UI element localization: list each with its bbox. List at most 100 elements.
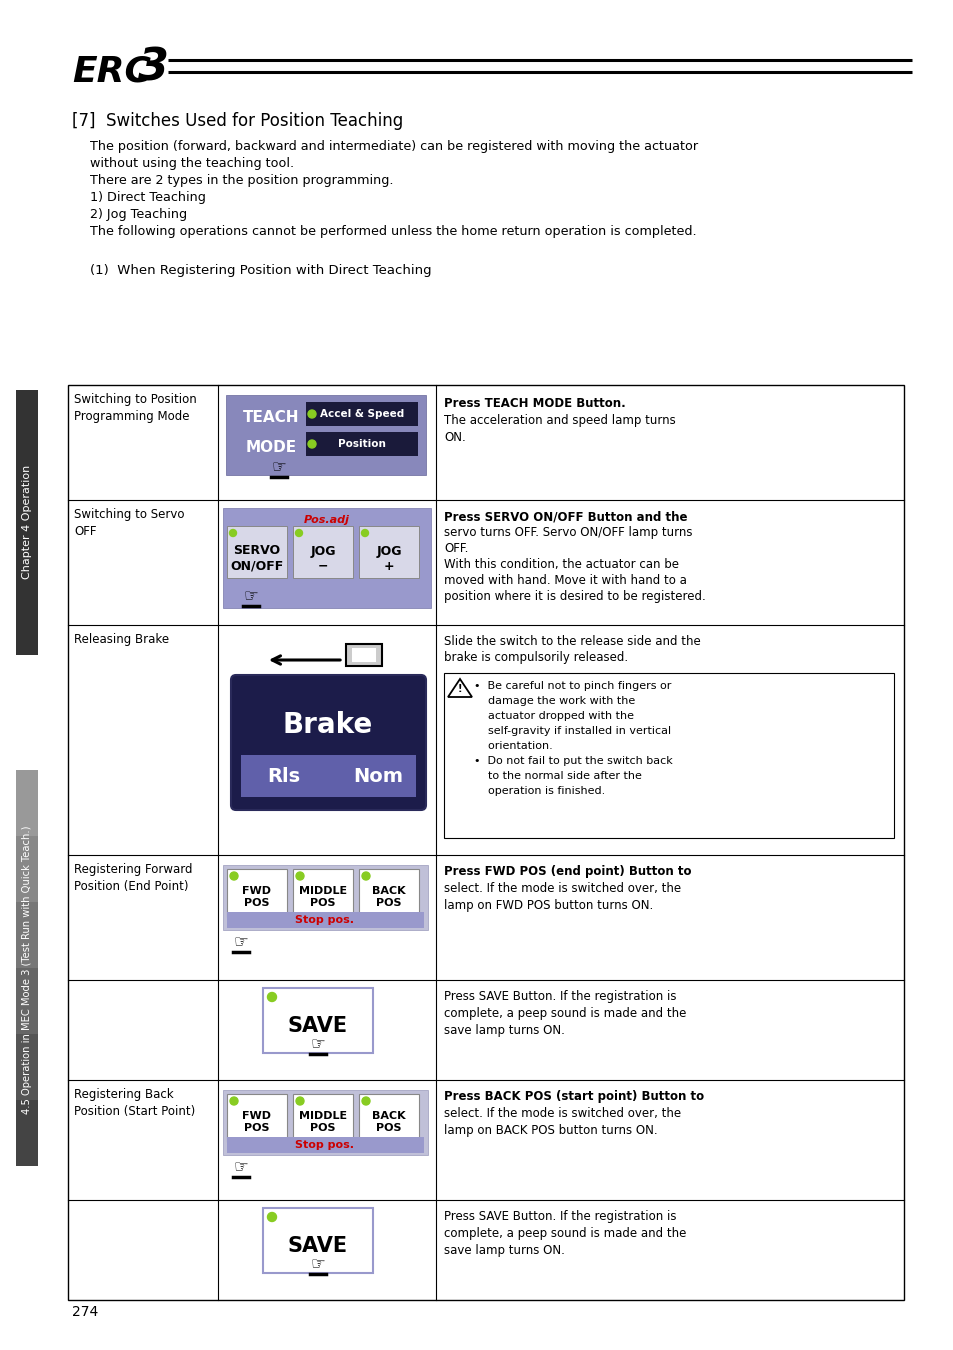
- Bar: [16, 1100, 38, 1166]
- Text: ON/OFF: ON/OFF: [230, 559, 283, 572]
- Bar: [16, 1034, 38, 1100]
- Text: Press TEACH MODE Button.: Press TEACH MODE Button.: [443, 397, 625, 410]
- Text: Brake: Brake: [283, 711, 373, 738]
- Text: MODE: MODE: [245, 440, 296, 455]
- Text: The acceleration and speed lamp turns: The acceleration and speed lamp turns: [443, 414, 675, 427]
- Bar: [227, 1094, 287, 1142]
- Bar: [263, 988, 373, 1053]
- Text: JOG: JOG: [375, 544, 401, 558]
- Circle shape: [230, 1098, 237, 1106]
- Text: 2) Jog Teaching: 2) Jog Teaching: [90, 208, 187, 221]
- Circle shape: [267, 992, 276, 1002]
- Bar: [68, 385, 903, 1300]
- Text: actuator dropped with the: actuator dropped with the: [474, 711, 634, 721]
- Text: SERVO: SERVO: [233, 544, 280, 558]
- Text: Stop pos.: Stop pos.: [295, 915, 355, 925]
- Circle shape: [295, 872, 304, 880]
- Text: Press SAVE Button. If the registration is: Press SAVE Button. If the registration i…: [443, 1210, 676, 1223]
- Text: •  Do not fail to put the switch back: • Do not fail to put the switch back: [474, 756, 672, 765]
- Text: The position (forward, backward and intermediate) can be registered with moving : The position (forward, backward and inte…: [90, 140, 698, 153]
- Text: BACK
POS: BACK POS: [372, 1111, 405, 1133]
- Text: Stop pos.: Stop pos.: [295, 1139, 355, 1150]
- Text: MIDDLE
POS: MIDDLE POS: [298, 886, 347, 909]
- Text: 3: 3: [138, 46, 169, 89]
- Circle shape: [361, 1098, 370, 1106]
- Circle shape: [230, 872, 237, 880]
- Bar: [16, 390, 38, 655]
- Text: without using the teaching tool.: without using the teaching tool.: [90, 157, 294, 170]
- Text: MIDDLE
POS: MIDDLE POS: [298, 1111, 347, 1133]
- Text: save lamp turns ON.: save lamp turns ON.: [443, 1025, 564, 1037]
- Bar: [358, 526, 418, 578]
- Text: SAVE: SAVE: [288, 1017, 348, 1035]
- Text: ☞: ☞: [233, 933, 248, 950]
- Bar: [227, 869, 287, 917]
- Text: Slide the switch to the release side and the: Slide the switch to the release side and…: [443, 634, 700, 648]
- Text: brake is compulsorily released.: brake is compulsorily released.: [443, 651, 627, 664]
- Text: to the normal side after the: to the normal side after the: [474, 771, 641, 782]
- Circle shape: [361, 872, 370, 880]
- Text: ☞: ☞: [243, 587, 258, 605]
- Text: !: !: [457, 684, 462, 694]
- Text: Rls: Rls: [267, 768, 300, 787]
- Text: orientation.: orientation.: [474, 741, 552, 751]
- Text: −: −: [317, 559, 328, 572]
- Text: There are 2 types in the position programming.: There are 2 types in the position progra…: [90, 174, 393, 188]
- Circle shape: [308, 440, 315, 448]
- Text: Registering Back
Position (Start Point): Registering Back Position (Start Point): [74, 1088, 195, 1118]
- Text: The following operations cannot be performed unless the home return operation is: The following operations cannot be perfo…: [90, 225, 696, 238]
- Text: 4.5 Operation in MEC Mode 3 (Test Run with Quick Teach.): 4.5 Operation in MEC Mode 3 (Test Run wi…: [22, 826, 32, 1114]
- Text: Switching to Position
Programming Mode: Switching to Position Programming Mode: [74, 393, 196, 423]
- Bar: [263, 1208, 373, 1273]
- Text: OFF.: OFF.: [443, 541, 468, 555]
- Text: Releasing Brake: Releasing Brake: [74, 633, 169, 647]
- Text: BACK
POS: BACK POS: [372, 886, 405, 909]
- Text: Chapter 4 Operation: Chapter 4 Operation: [22, 464, 32, 579]
- Text: Press SAVE Button. If the registration is: Press SAVE Button. If the registration i…: [443, 990, 676, 1003]
- Text: (1)  When Registering Position with Direct Teaching: (1) When Registering Position with Direc…: [90, 265, 431, 277]
- Bar: [241, 755, 416, 796]
- Text: Press FWD POS (end point) Button to: Press FWD POS (end point) Button to: [443, 865, 691, 878]
- Text: FWD
POS: FWD POS: [242, 1111, 272, 1133]
- Text: With this condition, the actuator can be: With this condition, the actuator can be: [443, 558, 679, 571]
- Text: complete, a peep sound is made and the: complete, a peep sound is made and the: [443, 1007, 685, 1021]
- Bar: [227, 913, 423, 927]
- Text: moved with hand. Move it with hand to a: moved with hand. Move it with hand to a: [443, 574, 686, 587]
- Bar: [443, 674, 893, 838]
- Text: 274: 274: [71, 1305, 98, 1319]
- Bar: [293, 869, 353, 917]
- Text: ☞: ☞: [233, 1158, 248, 1176]
- Text: 1) Direct Teaching: 1) Direct Teaching: [90, 190, 206, 204]
- Text: select. If the mode is switched over, the: select. If the mode is switched over, th…: [443, 1107, 680, 1120]
- Circle shape: [361, 529, 368, 536]
- Text: Registering Forward
Position (End Point): Registering Forward Position (End Point): [74, 863, 193, 892]
- Text: operation is finished.: operation is finished.: [474, 786, 604, 796]
- FancyBboxPatch shape: [231, 675, 426, 810]
- Bar: [16, 769, 38, 836]
- Text: self-gravity if installed in vertical: self-gravity if installed in vertical: [474, 726, 670, 736]
- Text: position where it is desired to be registered.: position where it is desired to be regis…: [443, 590, 705, 603]
- Text: lamp on BACK POS button turns ON.: lamp on BACK POS button turns ON.: [443, 1125, 657, 1137]
- Bar: [16, 968, 38, 1034]
- Text: complete, a peep sound is made and the: complete, a peep sound is made and the: [443, 1227, 685, 1241]
- Bar: [358, 869, 418, 917]
- Text: JOG: JOG: [310, 544, 335, 558]
- Polygon shape: [448, 679, 472, 697]
- Bar: [223, 1089, 428, 1156]
- Text: Switching to Servo
OFF: Switching to Servo OFF: [74, 508, 184, 539]
- Text: Nom: Nom: [353, 768, 402, 787]
- Bar: [346, 644, 381, 666]
- Text: servo turns OFF. Servo ON/OFF lamp turns: servo turns OFF. Servo ON/OFF lamp turns: [443, 526, 692, 539]
- Circle shape: [295, 1098, 304, 1106]
- Text: TEACH: TEACH: [242, 409, 299, 424]
- Text: SAVE: SAVE: [288, 1237, 348, 1256]
- Bar: [223, 865, 428, 930]
- Text: ON.: ON.: [443, 431, 465, 444]
- Bar: [16, 836, 38, 902]
- Bar: [223, 508, 431, 608]
- Text: Press SERVO ON/OFF Button and the: Press SERVO ON/OFF Button and the: [443, 510, 687, 522]
- Text: Press BACK POS (start point) Button to: Press BACK POS (start point) Button to: [443, 1089, 703, 1103]
- Text: ☞: ☞: [272, 458, 286, 477]
- Text: lamp on FWD POS button turns ON.: lamp on FWD POS button turns ON.: [443, 899, 653, 913]
- Bar: [352, 648, 375, 662]
